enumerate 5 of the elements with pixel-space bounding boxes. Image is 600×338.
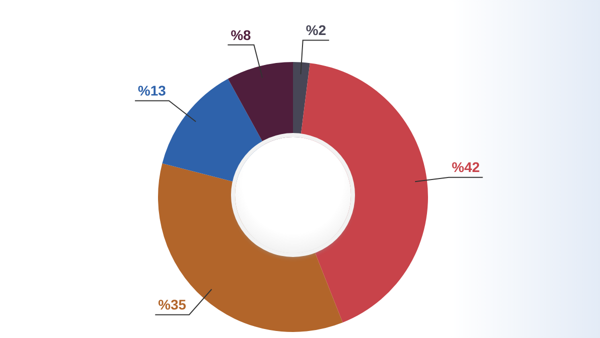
- data-label: %42: [452, 159, 480, 176]
- data-label: %35: [158, 296, 186, 313]
- data-label: %13: [138, 82, 166, 99]
- data-label: %2: [306, 22, 326, 38]
- data-label: %8: [230, 26, 252, 43]
